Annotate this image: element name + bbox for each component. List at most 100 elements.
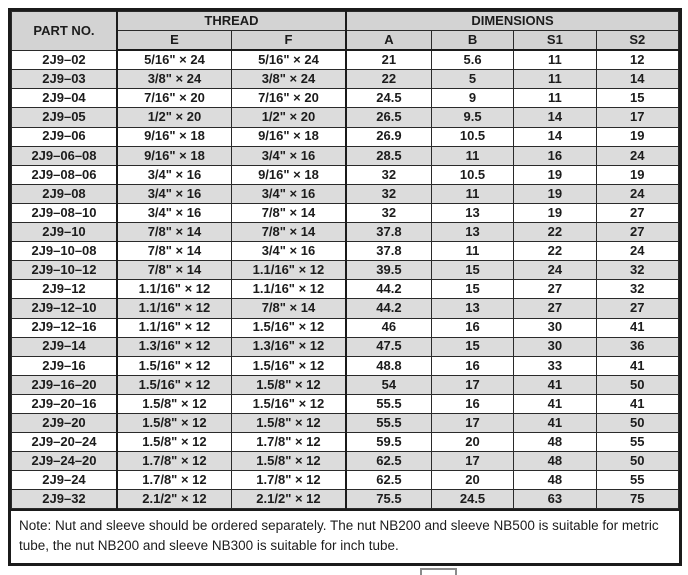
table-row: 2J9–24–20 1.7/8" × 12 1.5/8" × 12 62.5 17 48 5… [10,451,680,472]
cell-part-no: 2J9–20–16 [10,393,118,414]
cell-dim-s2: 41 [595,317,680,338]
cell-thread-e: 3/4" × 16 [115,202,232,224]
cell-thread-e: 7/8" × 14 [115,241,232,262]
cell-dim-b: 16 [430,355,515,376]
cell-dim-a: 55.5 [344,393,432,414]
cell-dim-s1: 41 [513,374,597,395]
cell-thread-f: 7/8" × 14 [230,222,347,243]
cell-dim-a: 22 [344,69,432,90]
cell-dim-b: 17 [430,412,515,434]
cell-dim-s2: 15 [595,88,680,109]
cell-dim-s1: 22 [513,241,597,262]
cell-dim-s2: 27 [595,222,680,243]
table-row: 2J9–20–16 1.5/8" × 12 1.5/16" × 12 55.5 16 41… [10,393,680,414]
table-row: 2J9–24 1.7/8" × 12 1.7/8" × 12 62.5 20 48 55 [10,470,680,491]
cell-dim-s2: 32 [595,279,680,300]
parts-table-frame: PART NO. THREAD DIMENSIONS E F A B S1 S2… [8,8,682,566]
cell-dim-s1: 11 [513,69,597,90]
cell-thread-f: 1.7/8" × 12 [230,470,347,491]
cell-part-no: 2J9–02 [10,49,118,71]
cell-dim-a: 62.5 [344,451,432,472]
cell-dim-a: 26.9 [344,126,432,147]
cell-dim-s2: 75 [595,489,680,510]
cell-thread-e: 1.5/16" × 12 [115,374,232,395]
cell-thread-e: 7/8" × 14 [115,260,232,281]
cell-dim-s1: 48 [513,432,597,453]
cell-part-no: 2J9–12–10 [10,298,118,319]
cell-dim-s1: 48 [513,451,597,472]
cell-dim-a: 39.5 [344,260,432,281]
cell-dim-b: 10.5 [430,126,515,147]
cell-thread-f: 3/4" × 16 [230,145,347,166]
cell-dim-a: 24.5 [344,88,432,109]
cell-thread-f: 3/4" × 16 [230,183,347,204]
cell-thread-f: 2.1/2" × 12 [230,489,347,510]
cell-part-no: 2J9–08 [10,183,118,204]
cell-part-no: 2J9–10 [10,222,118,243]
table-row: 2J9–10 7/8" × 14 7/8" × 14 37.8 13 22 27 [10,222,680,243]
cell-dim-b: 5 [430,69,515,90]
table-row: 2J9–16–20 1.5/16" × 12 1.5/8" × 12 54 17 41 50 [10,374,680,395]
cell-dim-b: 24.5 [430,489,515,510]
cell-dim-s2: 41 [595,393,680,414]
cell-dim-s2: 32 [595,260,680,281]
cell-part-no: 2J9–20 [10,412,118,434]
cell-dim-b: 11 [430,183,515,204]
cell-thread-f: 1.1/16" × 12 [230,279,347,300]
cell-part-no: 2J9–12 [10,279,118,300]
table-row: 2J9–10–08 7/8" × 14 3/4" × 16 37.8 11 22 24 [10,241,680,262]
cell-thread-e: 1.5/8" × 12 [115,432,232,453]
cell-dim-a: 32 [344,164,432,185]
cell-dim-a: 37.8 [344,241,432,262]
cell-dim-b: 17 [430,374,515,395]
table-header: PART NO. THREAD DIMENSIONS E F A B S1 S2 [10,10,680,52]
table-row: 2J9–32 2.1/2" × 12 2.1/2" × 12 75.5 24.5 63 75 [10,489,680,510]
table-body: 2J9–02 5/16" × 24 5/16" × 24 21 5.6 11 12 2J9–0… [10,49,680,510]
table-row: 2J9–12–16 1.1/16" × 12 1.5/16" × 12 46 16 30 4… [10,317,680,338]
cell-thread-f: 1.5/8" × 12 [230,451,347,472]
cell-dim-b: 15 [430,279,515,300]
cell-dim-s2: 27 [595,298,680,319]
cell-dim-s2: 24 [595,241,680,262]
cell-dim-b: 16 [430,317,515,338]
header-thread-group: THREAD [115,10,347,32]
header-part-no: PART NO. [10,11,118,51]
cell-dim-s1: 27 [513,279,597,300]
cell-thread-e: 1.1/16" × 12 [115,279,232,300]
cell-dim-a: 21 [344,49,432,71]
cell-dim-s2: 24 [595,183,680,204]
cell-dim-s1: 22 [513,222,597,243]
table-row: 2J9–08–06 3/4" × 16 9/16" × 18 32 10.5 19 19 [10,164,680,185]
cell-dim-a: 62.5 [344,470,432,491]
header-dimensions-group: DIMENSIONS [344,10,679,32]
cell-dim-s2: 27 [595,202,680,224]
cell-thread-f: 1.5/16" × 12 [230,355,347,376]
cell-thread-e: 5/16" × 24 [115,49,232,71]
table-row: 2J9–06–08 9/16" × 18 3/4" × 16 28.5 11 16 24 [10,145,680,166]
cell-dim-a: 44.2 [344,298,432,319]
cell-dim-s1: 41 [513,393,597,414]
cell-dim-a: 54 [344,374,432,395]
table-row: 2J9–08 3/4" × 16 3/4" × 16 32 11 19 24 [10,183,680,204]
cell-thread-f: 9/16" × 18 [230,164,347,185]
cell-thread-e: 1.5/8" × 12 [115,412,232,434]
cell-dim-a: 59.5 [344,432,432,453]
cell-dim-b: 13 [430,202,515,224]
cell-dim-s1: 11 [513,88,597,109]
cell-thread-f: 1.5/16" × 12 [230,317,347,338]
table-row: 2J9–03 3/8" × 24 3/8" × 24 22 5 11 14 [10,69,680,90]
cell-dim-s1: 24 [513,260,597,281]
cell-dim-b: 13 [430,298,515,319]
cell-part-no: 2J9–24 [10,470,118,491]
cell-thread-f: 7/8" × 14 [230,298,347,319]
header-thread-e: E [115,30,232,52]
cell-dim-s1: 30 [513,317,597,338]
table-row: 2J9–02 5/16" × 24 5/16" × 24 21 5.6 11 12 [10,49,680,71]
cell-thread-e: 1.7/8" × 12 [115,470,232,491]
header-dim-s1: S1 [513,30,597,52]
table-row: 2J9–16 1.5/16" × 12 1.5/16" × 12 48.8 16 33 41 [10,355,680,376]
cell-thread-e: 1/2" × 20 [115,107,232,128]
cell-dim-b: 9.5 [430,107,515,128]
cell-thread-f: 7/8" × 14 [230,202,347,224]
cell-thread-f: 7/16" × 20 [230,88,347,109]
